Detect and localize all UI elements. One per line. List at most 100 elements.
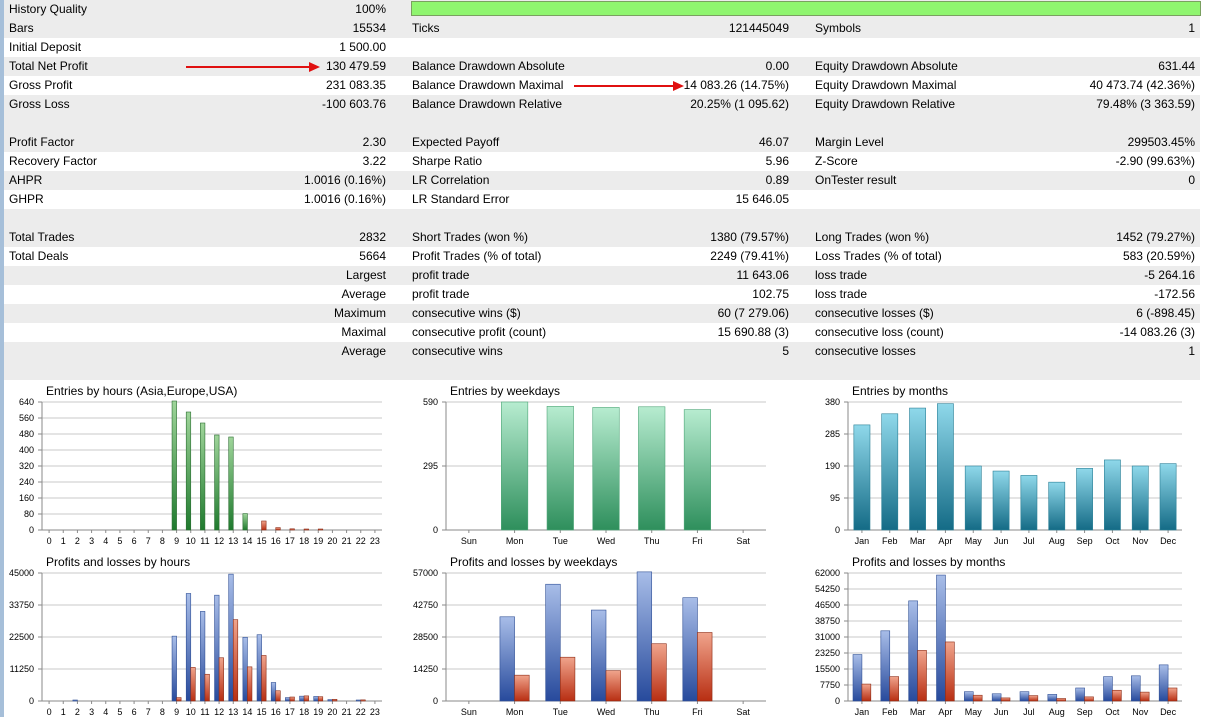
- x-tick-label: 7: [146, 707, 151, 717]
- x-tick-label: Sat: [736, 536, 750, 546]
- label-total-trades: Total Trades: [9, 230, 75, 244]
- label-consecutive-losses: consecutive losses: [815, 344, 916, 358]
- bar-mint-Thu: [638, 406, 666, 531]
- x-tick-label: 19: [313, 707, 323, 717]
- value-total-deals: 5664: [359, 249, 386, 263]
- x-tick-label: 6: [132, 707, 137, 717]
- chart-svg: 62000 54250 46500 38750 31000 23250 15500 7750 0…: [815, 568, 1182, 717]
- value-sharpe-ratio: 5.96: [765, 154, 789, 168]
- x-tick-label: 9: [174, 707, 179, 717]
- bar-green-14: [242, 513, 248, 531]
- bar-blue-16: [270, 682, 277, 702]
- value-loss-trade: -172.56: [1154, 287, 1195, 301]
- report-row: Average consecutive wins 5 consecutive loss…: [4, 342, 1200, 361]
- y-tick-label: 15500: [815, 664, 840, 674]
- x-tick-label: 1: [61, 536, 66, 546]
- x-tick-label: Feb: [882, 536, 898, 546]
- x-tick-label: 14: [242, 536, 252, 546]
- value-lr-standard-error: 15 646.05: [735, 192, 789, 206]
- y-tick-label: 0: [835, 696, 840, 706]
- x-tick-label: 20: [327, 707, 337, 717]
- bar-green-13: [228, 436, 234, 531]
- bar-blue-15: [256, 634, 262, 702]
- y-tick-label: 380: [825, 397, 840, 407]
- bar-blue-Wed: [591, 609, 607, 702]
- chart-4: Profits and losses by hours 45000 33750 225…: [0, 555, 392, 723]
- bar-red-14: [247, 666, 253, 702]
- bar-green-9: [171, 400, 177, 531]
- x-tick-label: Sun: [461, 707, 477, 717]
- y-tick-label: 95: [830, 493, 840, 503]
- x-tick-label: Aug: [1049, 707, 1065, 717]
- bar-blue-Jun: [991, 693, 1002, 702]
- x-tick-label: Feb: [882, 707, 898, 717]
- y-tick-label: 0: [433, 525, 438, 535]
- y-tick-label: 320: [19, 461, 34, 471]
- bar-blue-Dec: [1158, 664, 1169, 702]
- bar-blue-Thu: [636, 571, 653, 702]
- x-tick-label: 17: [285, 707, 295, 717]
- value-equity-drawdown-absolute: 631.44: [1158, 59, 1195, 73]
- label-expected-payoff: Expected Payoff: [412, 135, 500, 149]
- x-tick-label: 14: [242, 707, 252, 717]
- label-equity-drawdown-relative: Equity Drawdown Relative: [815, 97, 956, 111]
- report-row: Maximum consecutive wins ($) 60 (7 279.06)…: [4, 304, 1200, 323]
- value-total-net-profit: 130 479.59: [325, 59, 386, 73]
- bar-blue-May: [964, 691, 974, 702]
- window-left-border: [0, 0, 4, 717]
- separator-row: [4, 361, 1200, 380]
- x-tick-label: 11: [200, 536, 209, 546]
- bar-red-15: [261, 655, 267, 702]
- x-tick-label: Jun: [994, 536, 1009, 546]
- bar-teal-Jan: [853, 424, 871, 531]
- chart-svg: 590 295 0 Sun Mon Tue Wed Thu Fri Sat: [423, 397, 766, 546]
- label-ticks: Ticks: [412, 21, 440, 35]
- x-tick-label: Jan: [855, 707, 870, 717]
- value-gross-profit: 231 083.35: [325, 78, 386, 92]
- bar-red-Dec: [1167, 687, 1178, 702]
- x-tick-label: 4: [103, 536, 108, 546]
- label-margin-level: Margin Level: [815, 135, 884, 149]
- x-tick-label: 17: [285, 536, 295, 546]
- bar-red-13: [232, 619, 239, 702]
- value-consecutive-loss-count: -14 083.26 (3): [1119, 325, 1195, 339]
- value-profit-trade: 11 643.06: [736, 268, 790, 282]
- bar-red-17: [289, 528, 295, 531]
- bar-blue-Nov: [1131, 675, 1141, 702]
- bar-red-Oct: [1112, 689, 1122, 702]
- report-row: AHPR 1.0016 (0.16%) LR Correlation 0.89 OnTe…: [4, 171, 1200, 190]
- value-symbols: 1: [1188, 21, 1195, 35]
- label-consecutive-profit-count: consecutive profit (count): [412, 325, 547, 339]
- x-tick-label: Tue: [553, 536, 568, 546]
- label-long-trades-won: Long Trades (won %): [815, 230, 930, 244]
- value-long-trades-won: 1452 (79.27%): [1116, 230, 1195, 244]
- y-tick-label: 0: [29, 525, 34, 535]
- bar-mint-Wed: [592, 407, 620, 531]
- bar-red-Nov: [1139, 691, 1150, 702]
- y-tick-label: 62000: [815, 568, 840, 578]
- x-tick-label: Mar: [910, 707, 926, 717]
- x-tick-label: Jul: [1023, 707, 1035, 717]
- x-tick-label: 10: [186, 536, 196, 546]
- bar-green-11: [200, 422, 206, 531]
- label-sharpe-ratio: Sharpe Ratio: [412, 154, 483, 168]
- label-short-trades-won: Short Trades (won %): [412, 230, 529, 244]
- value-expected-payoff: 46.07: [758, 135, 789, 149]
- bar-red-Thu: [651, 643, 667, 702]
- label-average: Average: [341, 344, 386, 358]
- bar-blue-14: [242, 636, 248, 702]
- y-tick-label: 46500: [815, 600, 840, 610]
- label-total-deals: Total Deals: [9, 249, 69, 263]
- label-symbols: Symbols: [815, 21, 862, 35]
- x-tick-label: Apr: [938, 536, 952, 546]
- y-tick-label: 7750: [820, 680, 840, 690]
- x-tick-label: 8: [160, 536, 165, 546]
- label-balance-drawdown-absolute: Balance Drawdown Absolute: [412, 59, 565, 73]
- bar-blue-18: [299, 695, 305, 702]
- y-tick-label: 31000: [815, 632, 840, 642]
- x-tick-label: 0: [47, 536, 52, 546]
- red-arrow-total-net-profit: [186, 62, 320, 72]
- chart-1: Entries by hours (Asia,Europe,USA) 640 560…: [0, 384, 392, 552]
- label-profit-factor: Profit Factor: [9, 135, 75, 149]
